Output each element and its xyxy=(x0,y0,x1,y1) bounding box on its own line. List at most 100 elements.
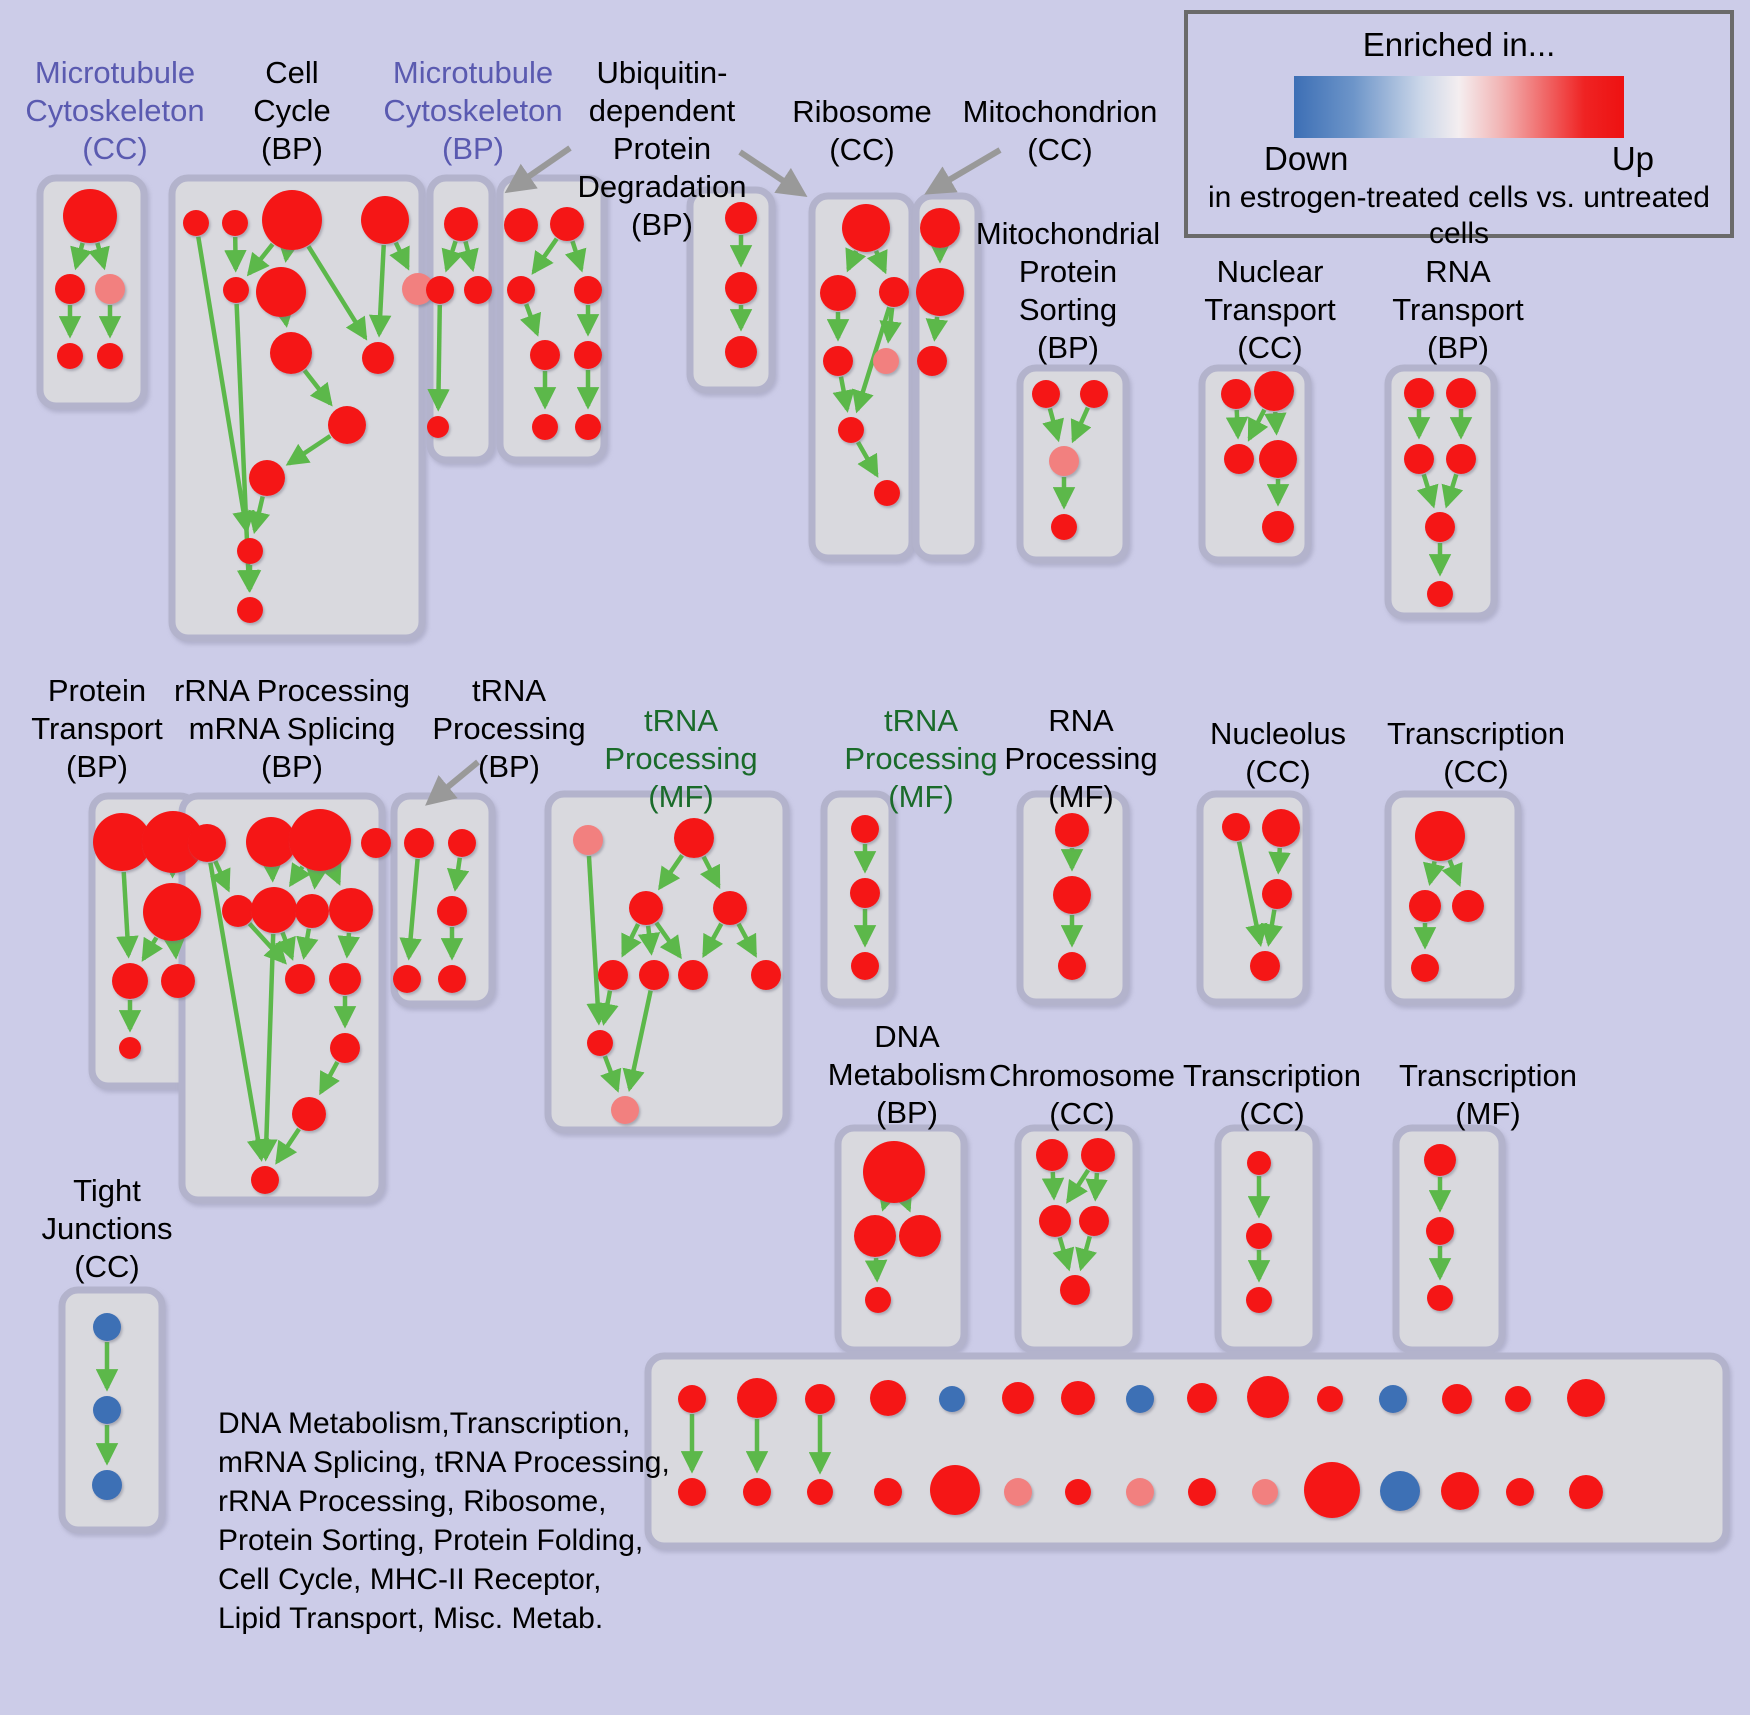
edges-layer xyxy=(58,235,1473,1475)
gene-node xyxy=(1404,444,1434,474)
category-label-tight-junctions-cc: Tight Junctions (CC) xyxy=(41,1173,173,1284)
edge xyxy=(116,871,139,959)
gene-node xyxy=(1427,581,1453,607)
edge xyxy=(441,240,464,273)
edge xyxy=(306,245,368,341)
gene-node xyxy=(1505,1386,1531,1412)
gene-node xyxy=(870,1380,906,1416)
gene-node xyxy=(1080,380,1108,408)
gene-node xyxy=(143,883,201,941)
edge xyxy=(845,247,867,273)
edge xyxy=(1042,407,1064,443)
edge xyxy=(1441,473,1464,509)
edge xyxy=(196,236,255,534)
gene-node xyxy=(838,417,864,443)
gene-node xyxy=(57,343,83,369)
category-label-microtubule-cytoskeleton-cc: Microtubule Cytoskeleton (CC) xyxy=(25,55,205,166)
gene-node xyxy=(507,276,535,304)
edge xyxy=(891,1187,913,1213)
gene-node xyxy=(188,824,226,862)
gene-node xyxy=(863,1141,925,1203)
gene-node xyxy=(426,276,454,304)
gene-node xyxy=(1379,1385,1407,1413)
gene-node xyxy=(362,342,394,374)
gene-node xyxy=(1404,378,1434,408)
edge xyxy=(302,368,333,407)
gene-node xyxy=(530,340,560,370)
edge xyxy=(248,495,271,535)
gene-node xyxy=(899,1215,941,1257)
edge xyxy=(318,1060,340,1096)
edge xyxy=(88,242,110,271)
gene-node xyxy=(550,207,584,241)
gene-node xyxy=(1221,379,1251,409)
callout-arrow-icon xyxy=(504,145,572,194)
gene-node xyxy=(1304,1462,1360,1518)
edge xyxy=(272,303,295,328)
category-label-trna-processing-mf-2: tRNA Processing (MF) xyxy=(844,703,998,814)
gene-node xyxy=(1224,444,1254,474)
gene-node xyxy=(1049,446,1079,476)
edge xyxy=(456,240,479,273)
edge xyxy=(1052,1236,1075,1272)
callout-arrow-icon xyxy=(738,149,808,197)
gene-node xyxy=(93,1313,121,1341)
gene-node xyxy=(1036,1139,1068,1171)
edge xyxy=(864,1257,888,1283)
edge xyxy=(621,923,642,958)
gene-node xyxy=(1060,1275,1090,1305)
edge xyxy=(1225,409,1249,440)
gene-node xyxy=(874,480,900,506)
gene-node xyxy=(444,207,478,241)
gene-node xyxy=(1254,371,1294,411)
gene-node xyxy=(1246,1287,1272,1313)
gene-node xyxy=(246,817,296,867)
callout-arrow-icon xyxy=(425,759,480,806)
gene-node xyxy=(1424,1144,1456,1176)
gene-node xyxy=(820,275,856,311)
gene-node xyxy=(842,204,890,252)
gene-node xyxy=(295,894,329,928)
gene-node xyxy=(574,276,602,304)
gene-node xyxy=(713,891,747,925)
gene-node xyxy=(751,960,781,990)
gene-node xyxy=(1004,1478,1032,1506)
category-label-cell-cycle-bp: Cell Cycle (BP) xyxy=(253,55,331,166)
category-label-transcription-cc-top: Transcription (CC) xyxy=(1386,716,1566,789)
panel-chromosome-cc-panel xyxy=(1014,1124,1140,1354)
edge xyxy=(654,921,682,960)
edge xyxy=(925,316,949,342)
legend-box: Enriched in... Down Up in estrogen-treat… xyxy=(1184,10,1734,250)
gene-node xyxy=(270,332,312,374)
gene-node xyxy=(1126,1478,1154,1506)
edge xyxy=(305,866,329,890)
edge xyxy=(1066,1168,1091,1204)
category-label-chromosome-cc: Chromosome (CC) xyxy=(988,1058,1176,1131)
gene-node xyxy=(1053,876,1091,914)
edge xyxy=(209,860,231,893)
gene-node xyxy=(725,336,757,368)
gene-node xyxy=(1506,1478,1534,1506)
gene-node xyxy=(916,268,964,316)
edge xyxy=(1416,473,1439,509)
gene-node xyxy=(598,960,628,990)
gene-node xyxy=(1079,1206,1109,1236)
gene-node xyxy=(1262,809,1300,847)
gene-node xyxy=(1051,514,1077,540)
gene-node xyxy=(438,965,466,993)
gene-node xyxy=(361,828,391,858)
gene-node xyxy=(237,597,263,623)
gene-node xyxy=(851,815,879,843)
gene-node xyxy=(807,1479,833,1505)
gene-node xyxy=(97,343,123,369)
gene-node xyxy=(674,818,714,858)
gene-node xyxy=(587,1030,613,1056)
edge xyxy=(1070,406,1092,444)
category-label-protein-transport-bp: Protein Transport (BP) xyxy=(31,673,163,784)
gene-node xyxy=(1032,380,1060,408)
edge xyxy=(446,857,470,892)
edge xyxy=(427,304,450,412)
edge xyxy=(274,931,296,961)
gene-node xyxy=(1061,1381,1095,1415)
category-label-ubiquitin-protein-degradation-bp: Ubiquitin- dependent Protein Degradation… xyxy=(577,55,747,242)
